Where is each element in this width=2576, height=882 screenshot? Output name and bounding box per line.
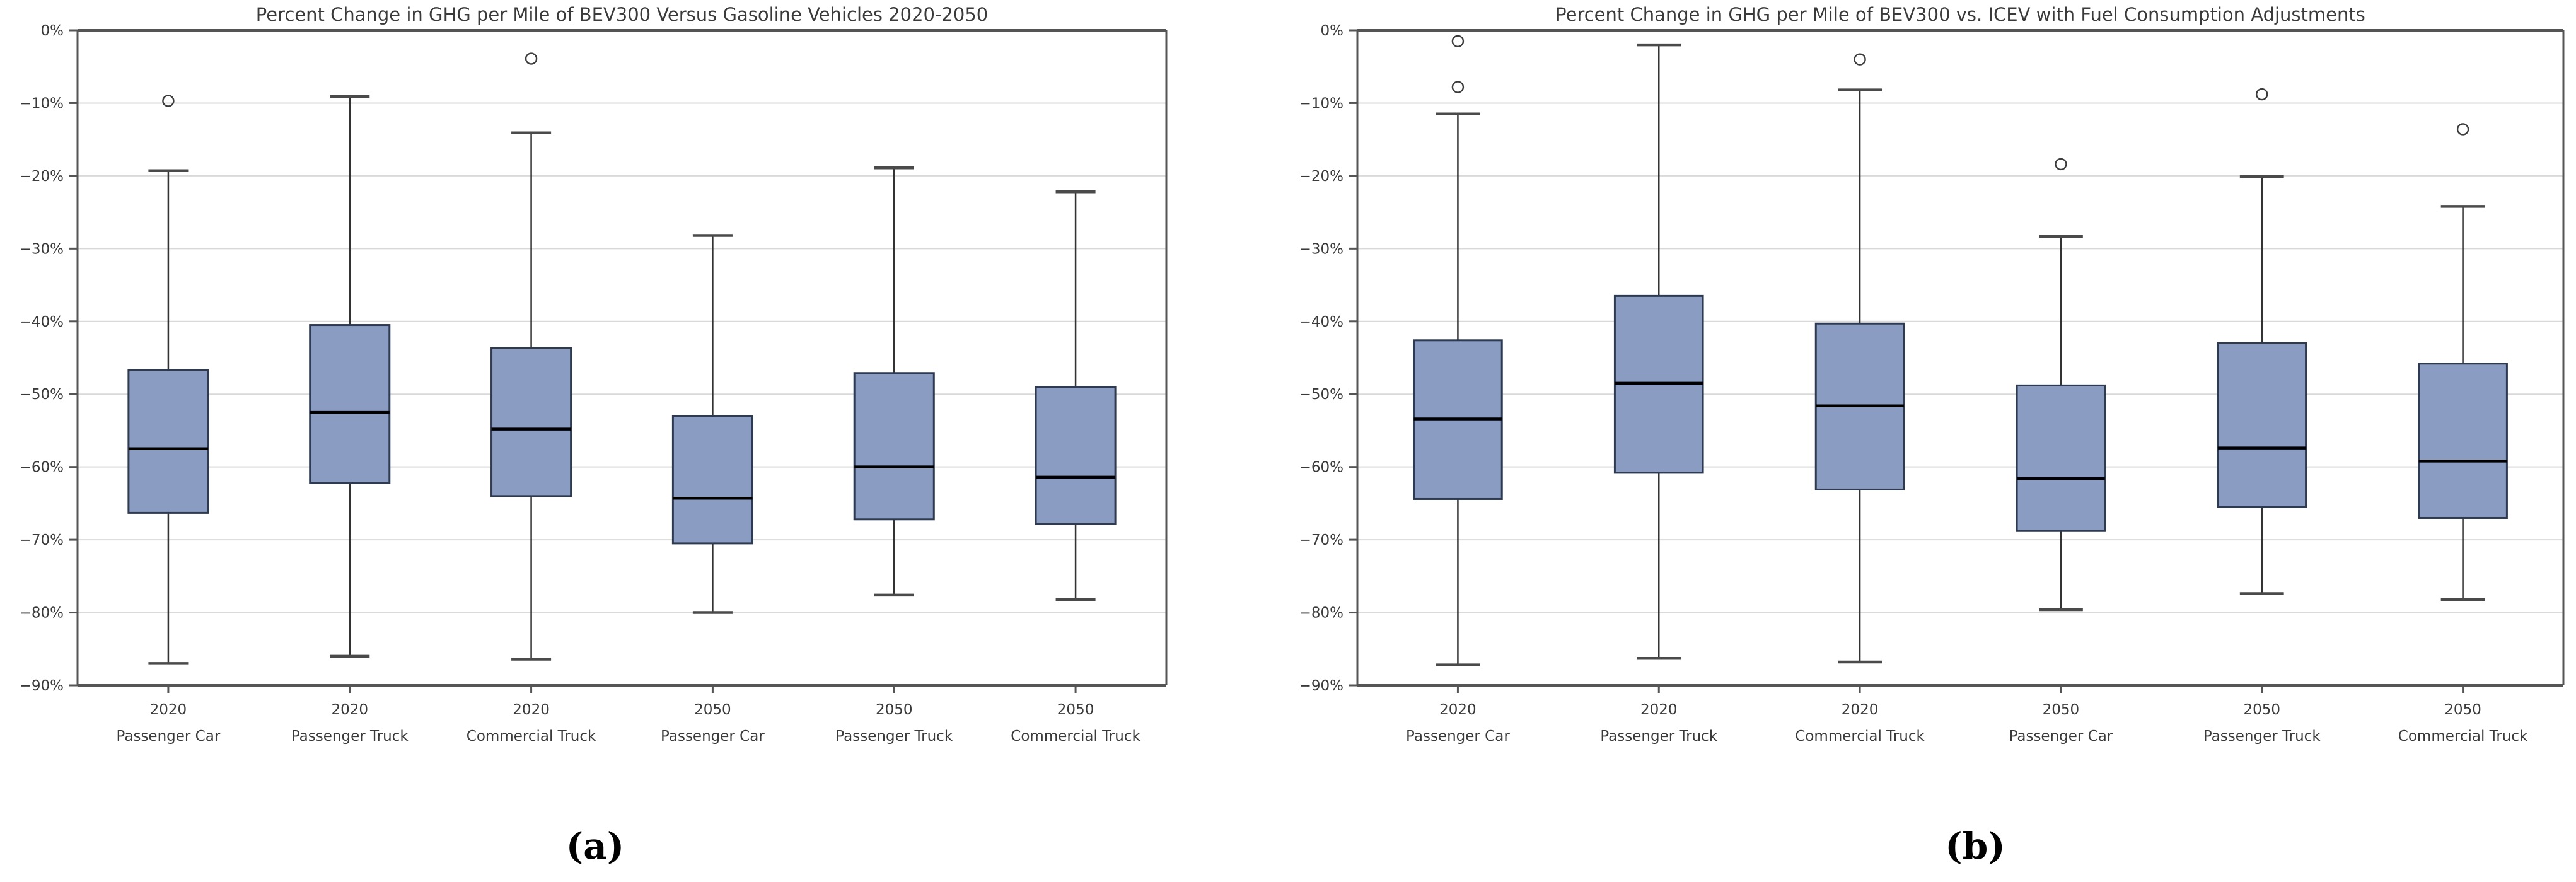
y-tick-label: −90%	[20, 678, 64, 694]
y-tick-label: 0%	[1321, 23, 1344, 39]
x-tick-label-year: 2050	[2444, 702, 2481, 718]
outlier-point	[1451, 35, 1465, 48]
y-tick-label: −50%	[20, 386, 64, 403]
x-tick-label-vehicle: Commercial Truck	[1795, 728, 1925, 745]
y-tick-label: −50%	[1299, 386, 1343, 403]
box	[490, 347, 572, 497]
y-tick-label: −40%	[20, 314, 64, 330]
y-tick-label: −70%	[20, 532, 64, 548]
panel-label-b: (b)	[1945, 825, 2005, 867]
y-tick-label: −40%	[1299, 314, 1343, 330]
y-tick-label: −80%	[1299, 605, 1343, 622]
x-tick-label-year: 2050	[694, 702, 731, 718]
x-tick-label-vehicle: Passenger Car	[117, 728, 221, 745]
x-tick-label-vehicle: Passenger Car	[2009, 728, 2113, 745]
x-tick-label-year: 2050	[1057, 702, 1094, 718]
box	[853, 372, 935, 521]
box	[2217, 342, 2307, 508]
x-tick-label-vehicle: Commercial Truck	[1011, 728, 1140, 745]
x-tick-label-vehicle: Passenger Truck	[835, 728, 953, 745]
box	[309, 324, 391, 484]
x-tick-label-vehicle: Commercial Truck	[2398, 728, 2528, 745]
outlier-point	[2456, 123, 2469, 136]
y-tick-label: −20%	[1299, 168, 1343, 185]
outlier-point	[2055, 158, 2067, 171]
x-tick-label-vehicle: Passenger Car	[661, 728, 765, 745]
outlier-point	[2256, 88, 2268, 101]
box	[2016, 384, 2106, 532]
outlier-point	[162, 95, 175, 107]
box	[127, 369, 209, 514]
box	[2418, 363, 2508, 519]
y-tick-label: −80%	[20, 605, 64, 622]
x-tick-label-year: 2050	[876, 702, 913, 718]
outlier-point	[1854, 53, 1866, 66]
y-tick-label: −70%	[1299, 532, 1343, 548]
outlier-point	[525, 52, 538, 65]
y-tick-label: −60%	[1299, 460, 1343, 476]
box	[1035, 386, 1117, 525]
y-tick-label: 0%	[41, 23, 64, 39]
chart-b-figure: Percent Change in GHG per Mile of BEV300…	[1288, 0, 2576, 757]
x-tick-label-year: 2020	[331, 702, 368, 718]
y-tick-label: −20%	[20, 168, 64, 185]
chart-a-figure: Percent Change in GHG per Mile of BEV300…	[0, 0, 1288, 757]
y-tick-label: −30%	[20, 241, 64, 257]
x-tick-label-vehicle: Passenger Truck	[2203, 728, 2321, 745]
x-tick-label-year: 2020	[150, 702, 187, 718]
x-tick-label-year: 2020	[513, 702, 550, 718]
x-tick-label-year: 2020	[1640, 702, 1678, 718]
chart-a-title: Percent Change in GHG per Mile of BEV300…	[255, 4, 989, 25]
y-tick-label: −10%	[1299, 95, 1343, 112]
x-tick-label-vehicle: Passenger Truck	[291, 728, 409, 745]
x-tick-label-vehicle: Commercial Truck	[467, 728, 596, 745]
outlier-point	[1451, 81, 1465, 93]
x-tick-label-year: 2020	[1842, 702, 1879, 718]
chart-b-plot: 0% −10% −20% −30% −40% −50% −60% −70% −80% −90% 20…	[1299, 23, 2565, 745]
x-tick-label-year: 2020	[1439, 702, 1477, 718]
x-tick-label-year: 2050	[2243, 702, 2280, 718]
y-tick-label: −90%	[1299, 678, 1343, 694]
y-tick-label: −30%	[1299, 241, 1343, 257]
chart-b-title: Percent Change in GHG per Mile of BEV300…	[1555, 4, 2365, 25]
box	[671, 415, 753, 545]
y-tick-label: −10%	[20, 95, 64, 112]
chart-a-plot: 0% −10% −20% −30% −40% −50% −60% −70% −80% −90% 20…	[20, 23, 1168, 745]
y-tick-label: −60%	[20, 460, 64, 476]
x-tick-label-vehicle: Passenger Truck	[1600, 728, 1717, 745]
x-tick-label-year: 2050	[2043, 702, 2080, 718]
panel-label-a: (a)	[566, 825, 625, 867]
x-tick-label-vehicle: Passenger Car	[1406, 728, 1510, 745]
